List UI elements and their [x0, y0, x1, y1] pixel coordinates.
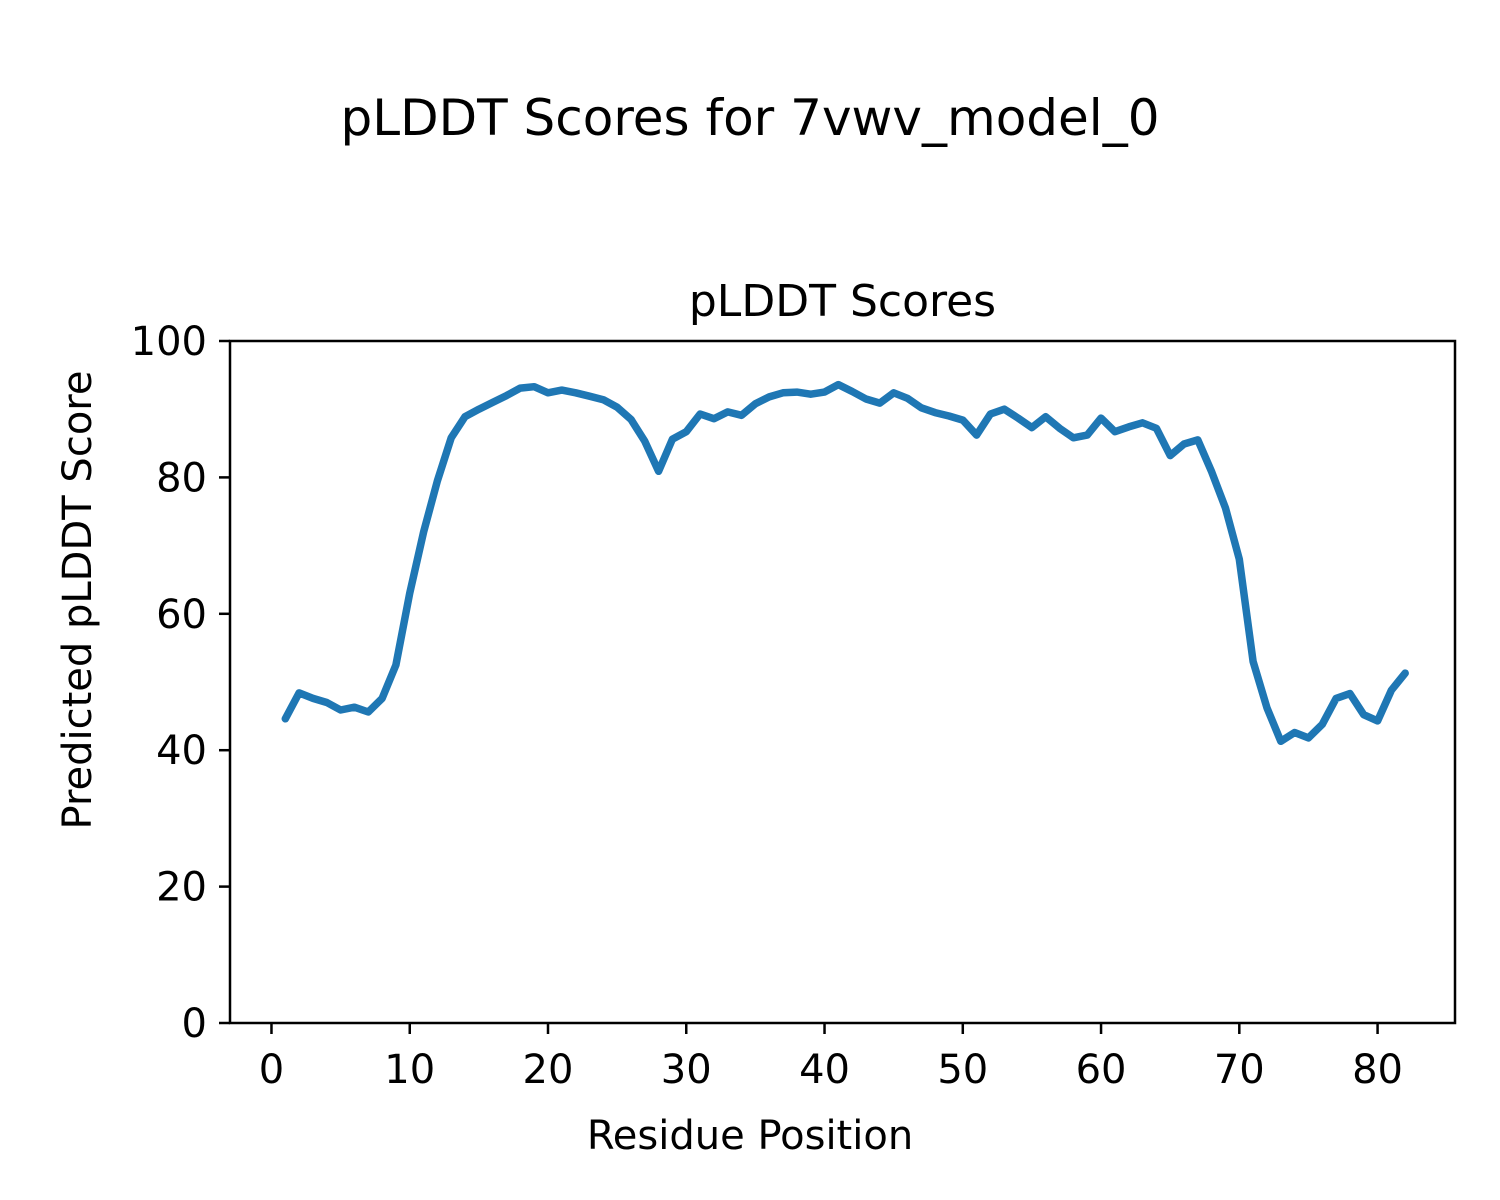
x-tick-label: 60	[1076, 1047, 1127, 1093]
y-tick-label: 20	[156, 865, 207, 911]
x-tick-label: 40	[799, 1047, 850, 1093]
axes-title: pLDDT Scores	[688, 276, 997, 327]
y-tick-label: 80	[156, 455, 207, 501]
x-axis-label: Residue Position	[586, 1113, 914, 1159]
y-tick-label: 40	[156, 728, 207, 774]
figure-title: pLDDT Scores for 7vwv_model_0	[340, 89, 1160, 147]
x-axis-ticks: 0 10 20 30 40 50 60 70 80	[259, 1023, 1403, 1093]
y-tick-label: 0	[182, 1001, 207, 1047]
x-tick-label: 50	[937, 1047, 988, 1093]
x-tick-label: 80	[1352, 1047, 1403, 1093]
x-tick-label: 20	[523, 1047, 574, 1093]
y-axis-label: Predicted pLDDT Score	[55, 370, 101, 830]
x-tick-label: 0	[259, 1047, 284, 1093]
y-axis-ticks: 0 20 40 60 80 100	[131, 319, 230, 1047]
axes-frame	[228, 339, 1457, 1025]
x-tick-label: 30	[661, 1047, 712, 1093]
y-tick-label: 60	[156, 592, 207, 638]
plddt-score-line	[281, 380, 1409, 746]
x-tick-label: 70	[1214, 1047, 1265, 1093]
y-tick-label: 100	[131, 319, 207, 365]
x-tick-label: 10	[384, 1047, 435, 1093]
